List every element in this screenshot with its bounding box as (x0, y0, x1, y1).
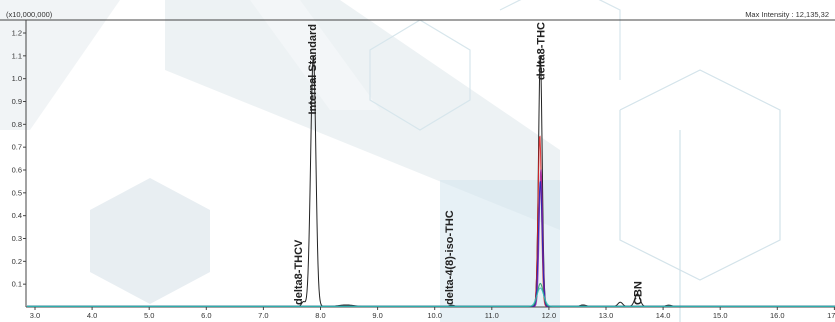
y-tick-label: 0.5 (12, 188, 22, 197)
peak-label: delta8-THC (535, 22, 547, 80)
y-tick-label: 0.6 (12, 166, 22, 175)
x-tick-label: 6.0 (201, 311, 211, 320)
x-tick-label: 9.0 (372, 311, 382, 320)
chromatogram-traces (27, 55, 835, 307)
x-tick-label: 14.0 (656, 311, 671, 320)
y-tick-label: 0.2 (12, 257, 22, 266)
y-tick-label: 0.4 (12, 211, 22, 220)
peak-label: CBN (632, 281, 644, 305)
x-tick-label: 15.0 (713, 311, 728, 320)
x-tick-label: 4.0 (87, 311, 97, 320)
x-tick-label: 8.0 (315, 311, 325, 320)
y-tick-label: 1.1 (12, 51, 22, 60)
peak-label: delta8-THCV (293, 239, 305, 305)
x-tick-label: 11.0 (485, 311, 499, 320)
watermark-background (0, 0, 781, 322)
x-tick-label: 5.0 (144, 311, 154, 320)
y-tick-label: 0.7 (12, 143, 22, 152)
peak-labels: delta8-THCV Internal Standard delta-4(8)-i… (293, 22, 644, 305)
peak-label: delta-4(8)-iso-THC (444, 210, 456, 305)
y-tick-label: 1.0 (12, 74, 22, 83)
max-intensity-label: Max Intensity : 12,135,32 (745, 10, 829, 19)
chromatogram-trace (27, 287, 835, 307)
y-tick-label: 0.3 (12, 234, 22, 243)
y-tick-label: 0.1 (12, 280, 22, 289)
x-tick-label: 17.0 (827, 311, 835, 320)
x-tick-label: 13.0 (599, 311, 614, 320)
x-tick-label: 7.0 (258, 311, 268, 320)
y-tick-label: 1.2 (12, 29, 22, 38)
peak-label: Internal Standard (307, 24, 319, 114)
x-tick-label: 12.0 (542, 311, 557, 320)
x-tick-label: 3.0 (30, 311, 40, 320)
multiplier-label: (x10,000,000) (6, 10, 53, 19)
x-tick-label: 10.0 (427, 311, 442, 320)
y-tick-label: 0.9 (12, 97, 22, 106)
x-axis-ticks: 3.0 4.0 5.0 6.0 7.0 8.0 9.0 10.0 11.0 12.0 13.0 14.… (30, 307, 835, 320)
x-tick-label: 16.0 (770, 311, 785, 320)
y-tick-label: 0.8 (12, 120, 22, 129)
y-axis-ticks: 0.1 0.2 0.3 0.4 0.5 0.6 0.7 0.8 0.9 1.0 1.1 1.2 (12, 29, 26, 289)
